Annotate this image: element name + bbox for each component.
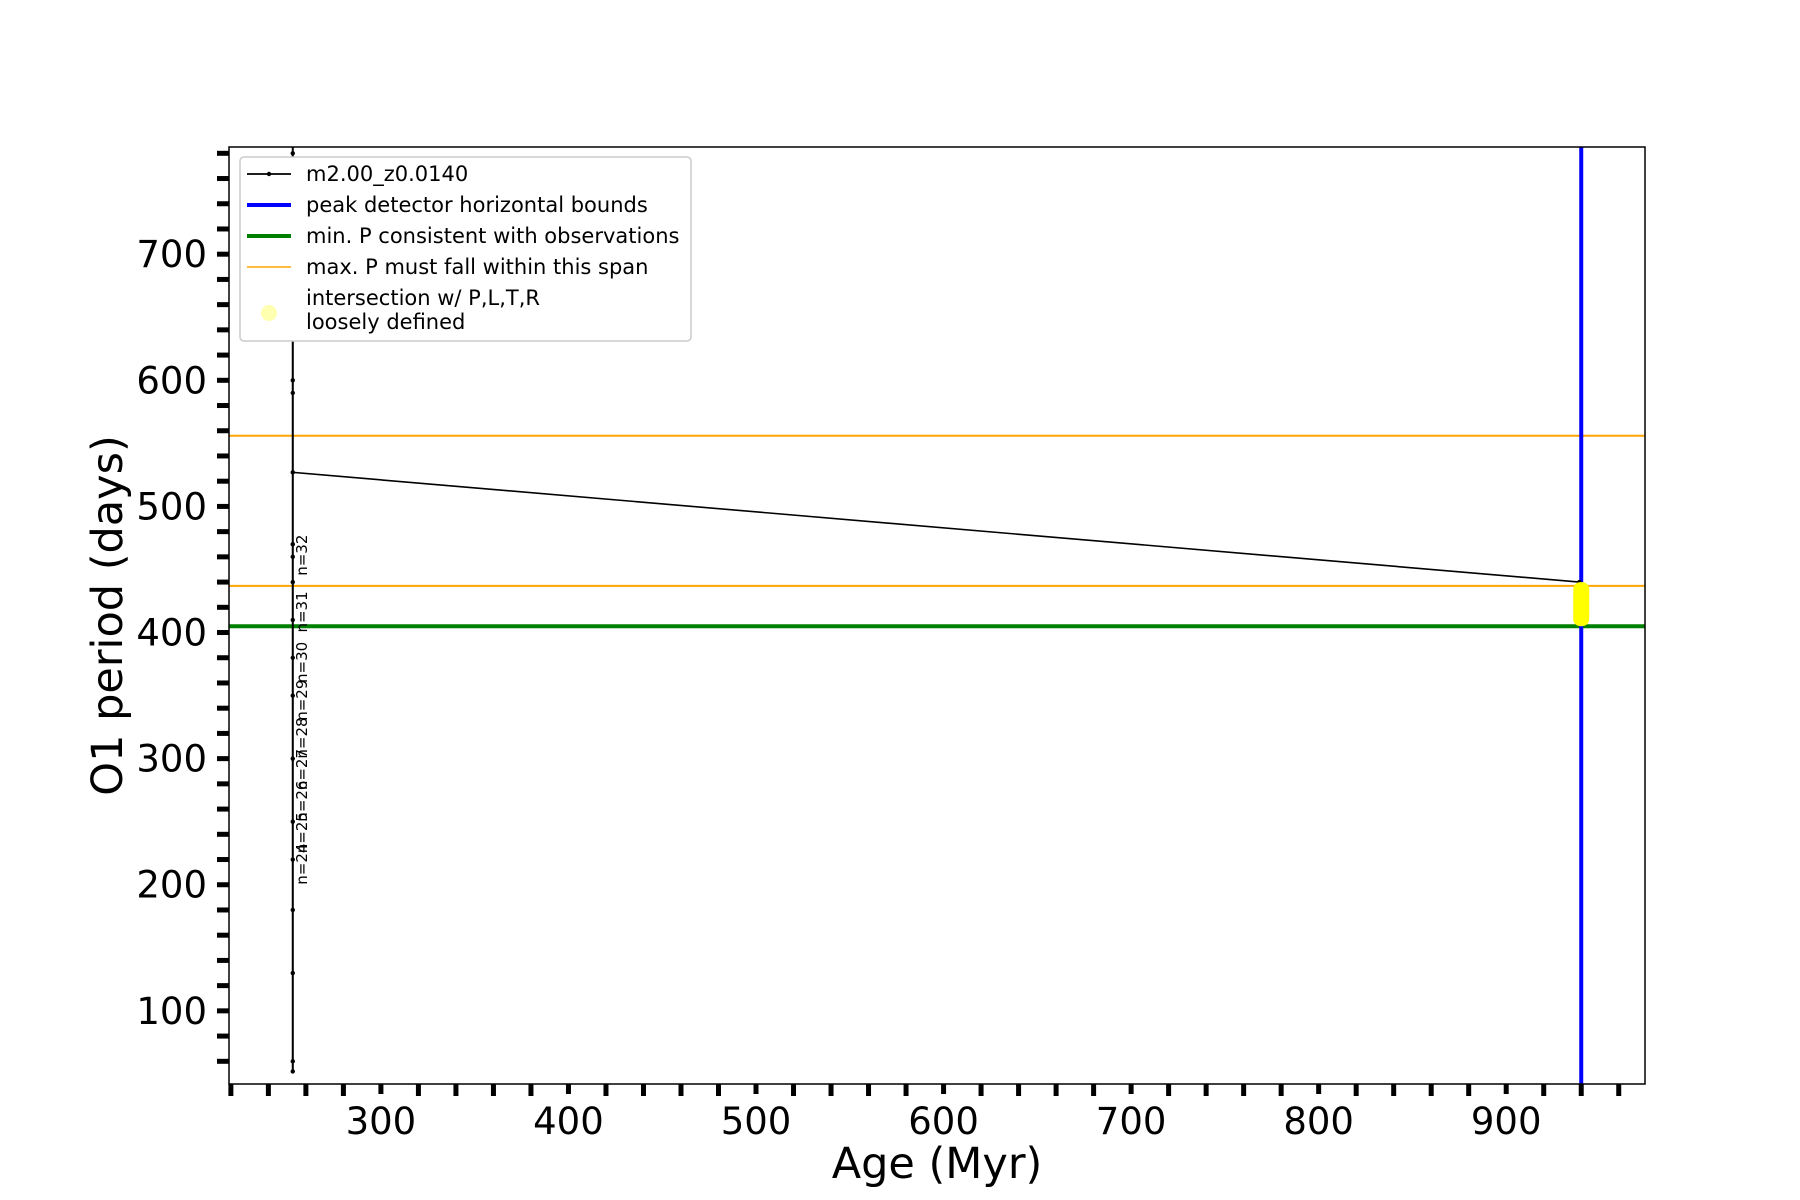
x-axis-label: Age (Myr) (832, 1139, 1043, 1189)
annotation-group: n=32 n=31 n=30n=29n=28n=27n=26n=25n=24 (293, 535, 311, 885)
x-tick-label-400: 400 (533, 1100, 604, 1143)
legend-label-3: max. P must fall within this span (306, 255, 648, 279)
annotation-5: n=27 (293, 749, 311, 790)
intersection-marker (1573, 582, 1590, 627)
y-tick-label-100: 100 (136, 990, 207, 1033)
legend-marker-4 (261, 305, 277, 321)
annotation-7: n=25 (293, 812, 311, 853)
legend-box (239, 156, 692, 342)
annotation-1: n=31 (293, 591, 311, 632)
annotation-2: n=30 (293, 642, 311, 683)
x-tick-label-600: 600 (908, 1100, 979, 1143)
y-tick-label-700: 700 (136, 233, 207, 276)
y-tick-label-300: 300 (136, 738, 207, 781)
y-tick-label-500: 500 (136, 485, 207, 528)
y-axis-label: O1 period (days) (83, 435, 133, 796)
x-tick-label-300: 300 (346, 1100, 417, 1143)
annotation-0: n=32 (293, 535, 311, 576)
legend-label-4: intersection w/ P,L,T,R (306, 286, 540, 310)
annotation-6: n=26 (293, 781, 311, 822)
y-tick-label-600: 600 (136, 359, 207, 402)
legend-swatch-dot-0 (266, 171, 272, 177)
x-axis-ticks: 300 400 500 600 700 800 900 (228, 1084, 1622, 1143)
plot-frame (228, 146, 1646, 1085)
x-tick-label-500: 500 (721, 1100, 792, 1143)
annotation-8: n=24 (293, 844, 311, 885)
y-tick-label-200: 200 (136, 864, 207, 907)
legend-label-4-line2: loosely defined (306, 310, 465, 334)
x-tick-label-900: 900 (1471, 1100, 1542, 1143)
annotation-3: n=29 (293, 680, 311, 721)
y-axis-ticks: 100 200 300 400 500 600 700 (136, 150, 229, 1064)
legend-label-0: m2.00_z0.0140 (306, 162, 468, 187)
x-tick-label-800: 800 (1283, 1100, 1354, 1143)
annotation-4: n=28 (293, 717, 311, 758)
y-tick-label-400: 400 (136, 612, 207, 655)
legend-label-2: min. P consistent with observations (306, 224, 679, 248)
legend-label-1: peak detector horizontal bounds (306, 193, 648, 217)
x-tick-label-700: 700 (1096, 1100, 1167, 1143)
